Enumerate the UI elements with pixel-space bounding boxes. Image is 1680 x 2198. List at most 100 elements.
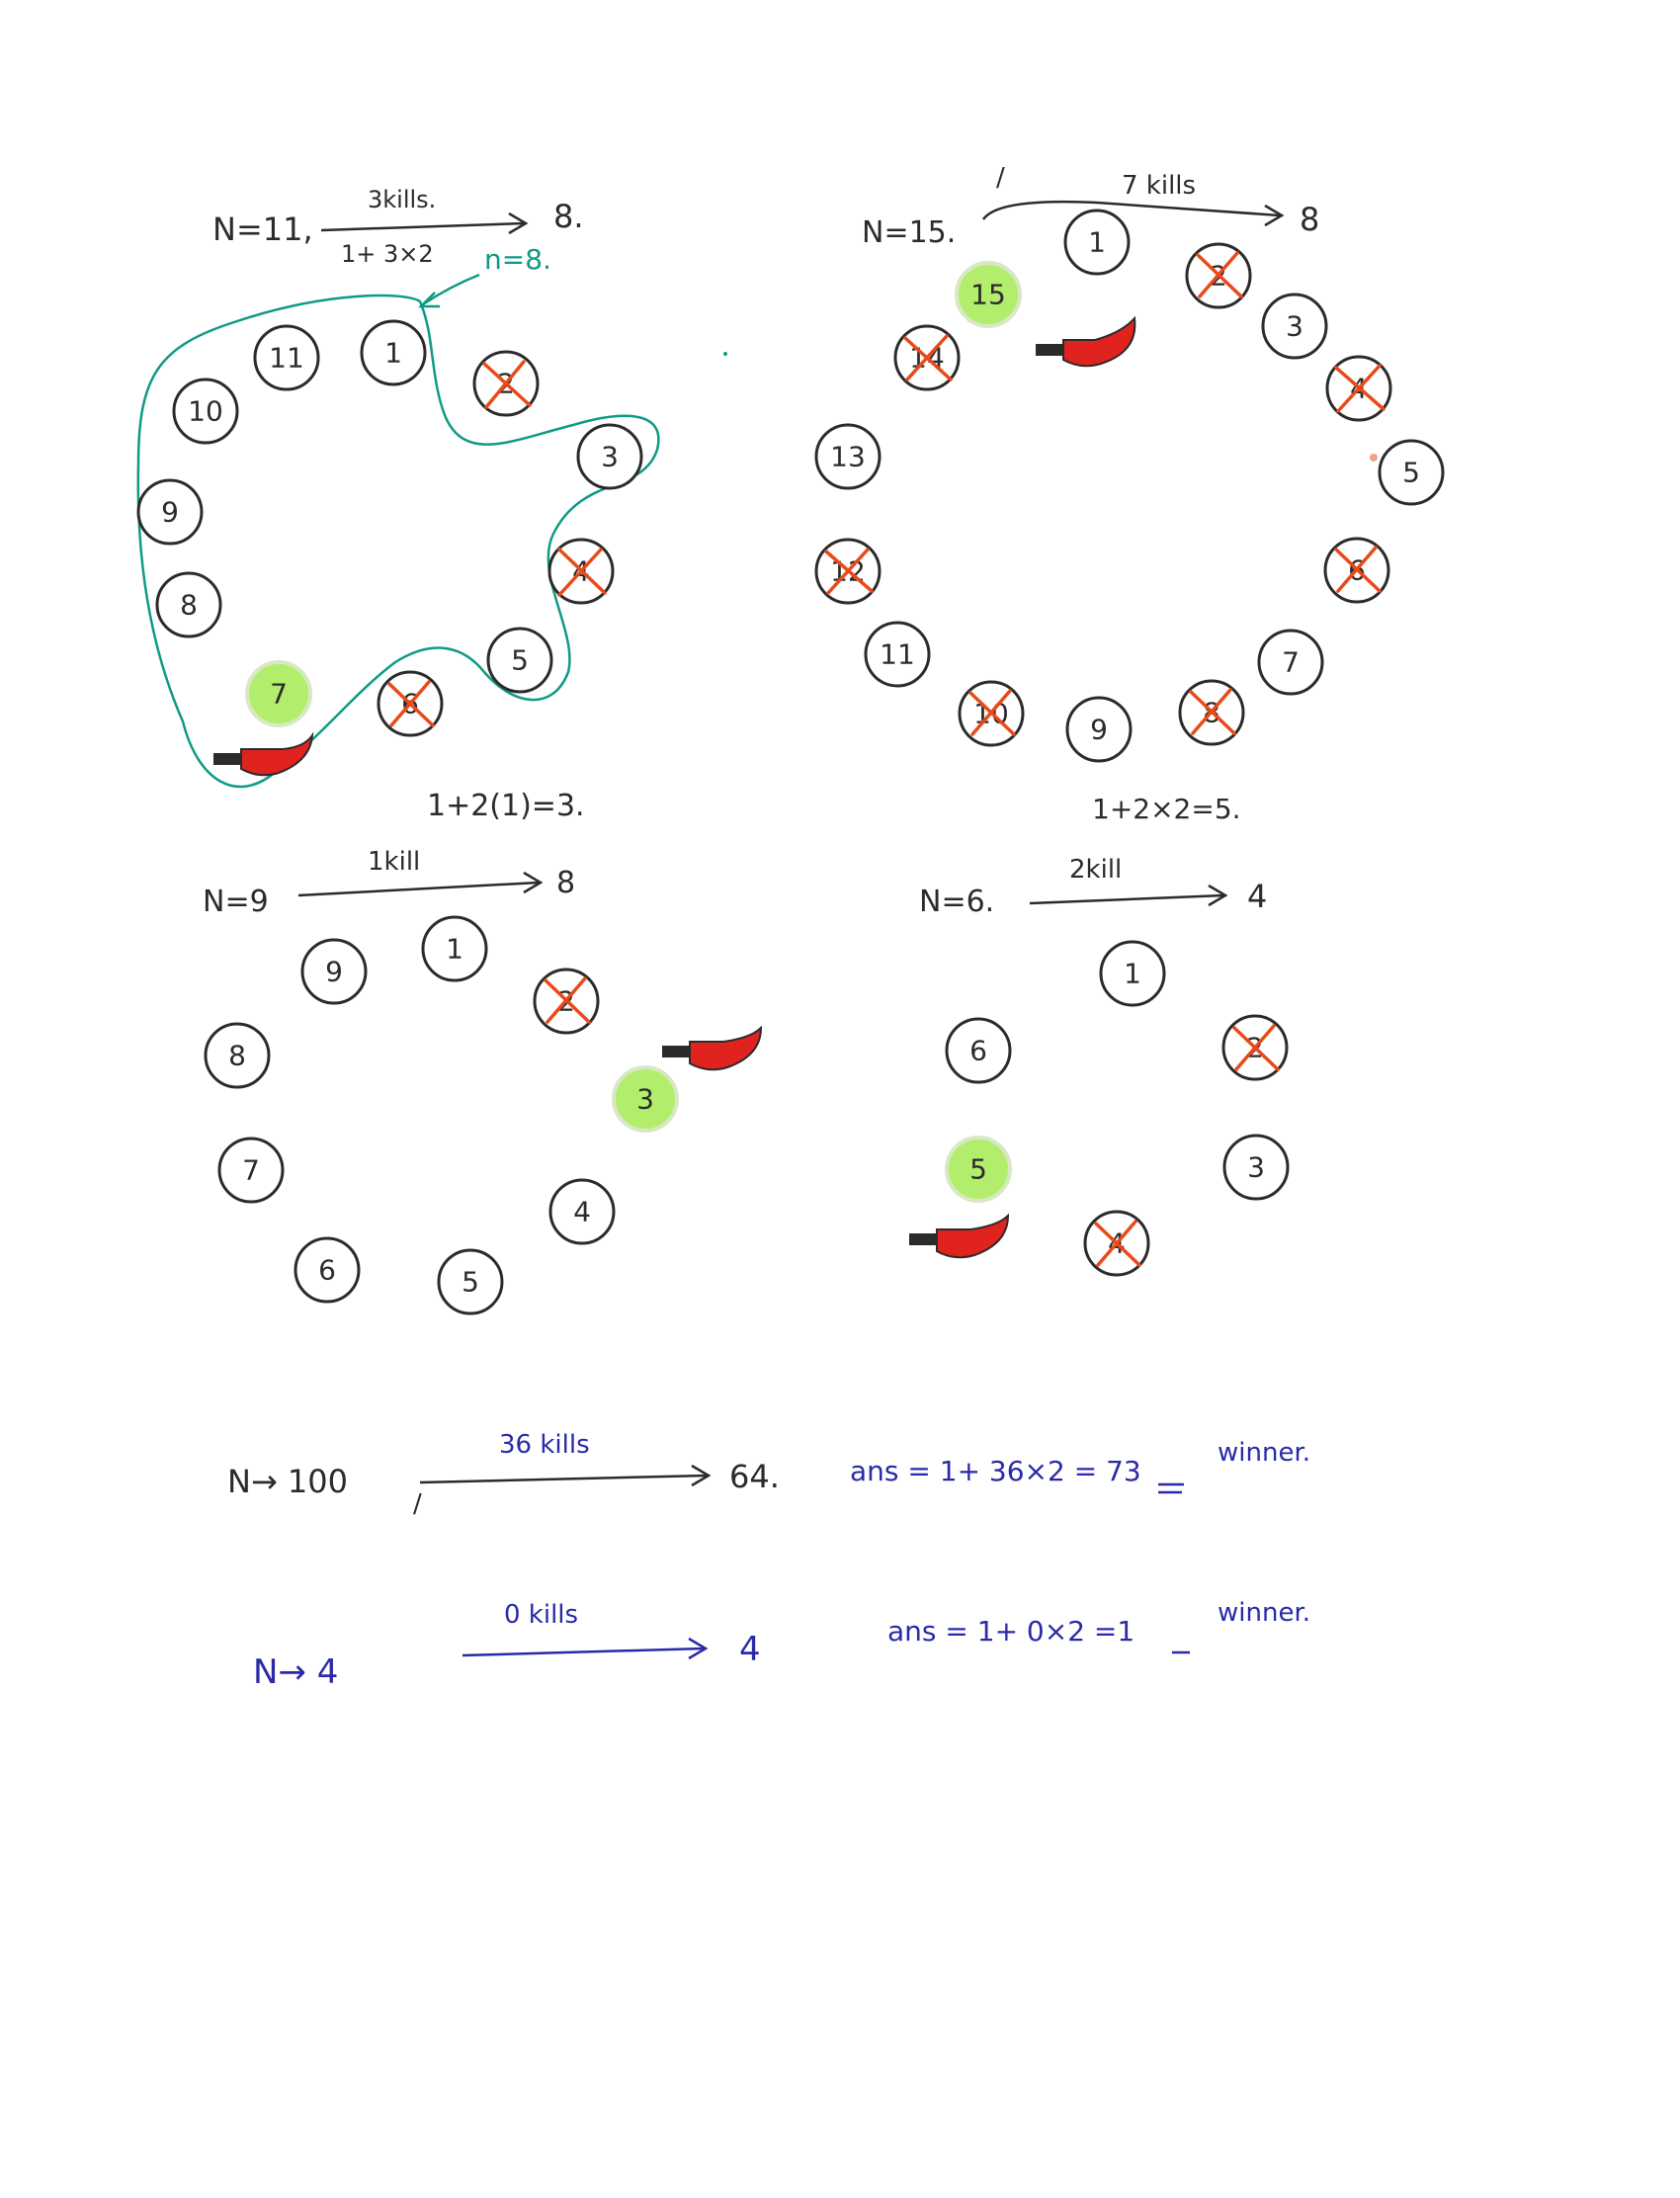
right-arrow-icon — [419, 1464, 712, 1487]
node-11: 11 — [253, 324, 320, 391]
node-5: 5 — [437, 1248, 504, 1315]
cross-icon — [387, 680, 435, 727]
right-arrow-icon — [320, 211, 529, 235]
winner-label: winner. — [1218, 1598, 1310, 1628]
node-1: 1 — [1099, 940, 1166, 1007]
svg-text:11: 11 — [269, 342, 304, 375]
svg-text:15: 15 — [970, 279, 1006, 311]
diagram-n9: 1+2(1)=3. N=9 1kill 8 1 2 3 4 5 6 7 8 9 — [203, 789, 763, 1315]
tick-mark: / — [996, 163, 1005, 193]
result-label: 64. — [729, 1458, 780, 1495]
svg-text:5: 5 — [511, 644, 529, 677]
knife-icon — [1036, 315, 1136, 368]
node-5-winner: 5 — [945, 1136, 1012, 1203]
cross-icon — [903, 334, 953, 381]
cross-icon — [968, 689, 1016, 736]
svg-text:1: 1 — [446, 933, 463, 966]
node-3-winner: 3 — [612, 1065, 679, 1133]
node-7-winner: 7 — [245, 660, 312, 727]
node-2: 2 — [1185, 242, 1252, 309]
node-3: 3 — [1222, 1134, 1290, 1201]
remaining-loop-outline — [136, 294, 660, 789]
node-5: 5 — [1378, 439, 1445, 506]
knife-icon — [909, 1213, 1010, 1259]
cross-icon — [1232, 1024, 1280, 1071]
node-8: 8 — [155, 571, 222, 638]
node-8: 8 — [1178, 679, 1245, 746]
svg-text:6: 6 — [969, 1035, 987, 1067]
svg-text:4: 4 — [573, 1196, 591, 1228]
n-label: N=9 — [203, 885, 269, 919]
node-9: 9 — [300, 938, 368, 1005]
cross-icon — [1334, 364, 1386, 413]
n-equals-label: n=8. — [484, 243, 551, 276]
svg-text:13: 13 — [830, 441, 866, 473]
diagram-n11: N=11, 3kills. 1+ 3×2 8. n=8. 1 2 3 4 5 6… — [136, 186, 660, 789]
svg-text:7: 7 — [1282, 646, 1300, 679]
node-4: 4 — [547, 538, 615, 605]
calc-label: 1+2(1)=3. — [427, 789, 585, 823]
result-label: 8 — [556, 866, 575, 900]
node-14: 14 — [893, 324, 961, 391]
node-6: 6 — [294, 1236, 361, 1304]
cross-icon — [1189, 688, 1236, 735]
node-8: 8 — [204, 1022, 271, 1089]
svg-text:8: 8 — [180, 589, 198, 622]
tick-mark: / — [413, 1489, 422, 1519]
answer-label: ans = 1+ 0×2 =1 — [887, 1615, 1134, 1648]
answer-label: ans = 1+ 36×2 = 73 — [850, 1455, 1141, 1487]
node-11: 11 — [864, 621, 931, 688]
cross-icon — [1196, 251, 1243, 298]
node-6: 6 — [377, 670, 444, 737]
node-12: 12 — [814, 538, 882, 605]
cross-icon — [824, 548, 874, 595]
curved-arrow-icon — [981, 200, 1285, 227]
svg-text:1: 1 — [384, 337, 402, 370]
node-13: 13 — [814, 423, 882, 490]
svg-text:8: 8 — [228, 1040, 246, 1072]
svg-text:9: 9 — [161, 496, 179, 529]
stray-mark — [1370, 454, 1378, 462]
node-2: 2 — [1221, 1014, 1289, 1081]
svg-text:7: 7 — [270, 678, 288, 711]
node-5: 5 — [486, 627, 553, 694]
diagram-n6: 1+2×2=5. N=6. 2kill 4 1 2 3 4 5 6 — [909, 793, 1290, 1277]
cross-icon — [557, 548, 607, 597]
node-6: 6 — [945, 1017, 1012, 1084]
kills-label: 0 kills — [504, 1600, 578, 1630]
teal-pointer-arrow-icon — [417, 273, 480, 308]
n-label: N=6. — [919, 885, 994, 919]
diagram-n15: N=15. / 7 kills 8 1 2 3 4 5 6 7 8 9 10 1… — [814, 163, 1445, 763]
summary-row-100: N→ 100 / 36 kills 64. ans = 1+ 36×2 = 73… — [227, 1430, 1310, 1519]
node-7: 7 — [1257, 629, 1324, 696]
winner-label: winner. — [1218, 1438, 1310, 1468]
cross-icon — [1094, 1220, 1141, 1267]
svg-text:7: 7 — [242, 1154, 260, 1187]
right-arrow-icon — [1029, 884, 1228, 907]
node-2: 2 — [472, 350, 540, 417]
knife-icon — [213, 731, 314, 777]
double-underline — [1158, 1482, 1184, 1494]
svg-text:1: 1 — [1088, 226, 1106, 259]
node-10: 10 — [172, 378, 239, 445]
arrow-top-label: 7 kills — [1122, 171, 1196, 201]
node-9: 9 — [136, 478, 204, 546]
node-15-winner: 15 — [955, 261, 1022, 328]
summary-row-4: N→ 4 0 kills 4 ans = 1+ 0×2 =1 winner. — [253, 1598, 1310, 1692]
arrow-top-label: 2kill — [1069, 855, 1122, 885]
n-label: N=11, — [212, 211, 313, 248]
svg-text:11: 11 — [880, 638, 915, 671]
n-label: N=15. — [862, 215, 956, 250]
svg-text:10: 10 — [188, 395, 223, 428]
result-label: 4 — [739, 1630, 761, 1669]
node-4: 4 — [1083, 1210, 1150, 1277]
node-7: 7 — [217, 1137, 285, 1204]
svg-text:5: 5 — [1402, 457, 1420, 489]
svg-text:9: 9 — [1090, 714, 1108, 746]
svg-text:5: 5 — [462, 1266, 479, 1299]
cross-icon — [482, 360, 532, 409]
arrow-top-label: 3kills. — [368, 186, 436, 213]
node-6: 6 — [1323, 537, 1390, 604]
result-label: 8. — [553, 198, 584, 235]
